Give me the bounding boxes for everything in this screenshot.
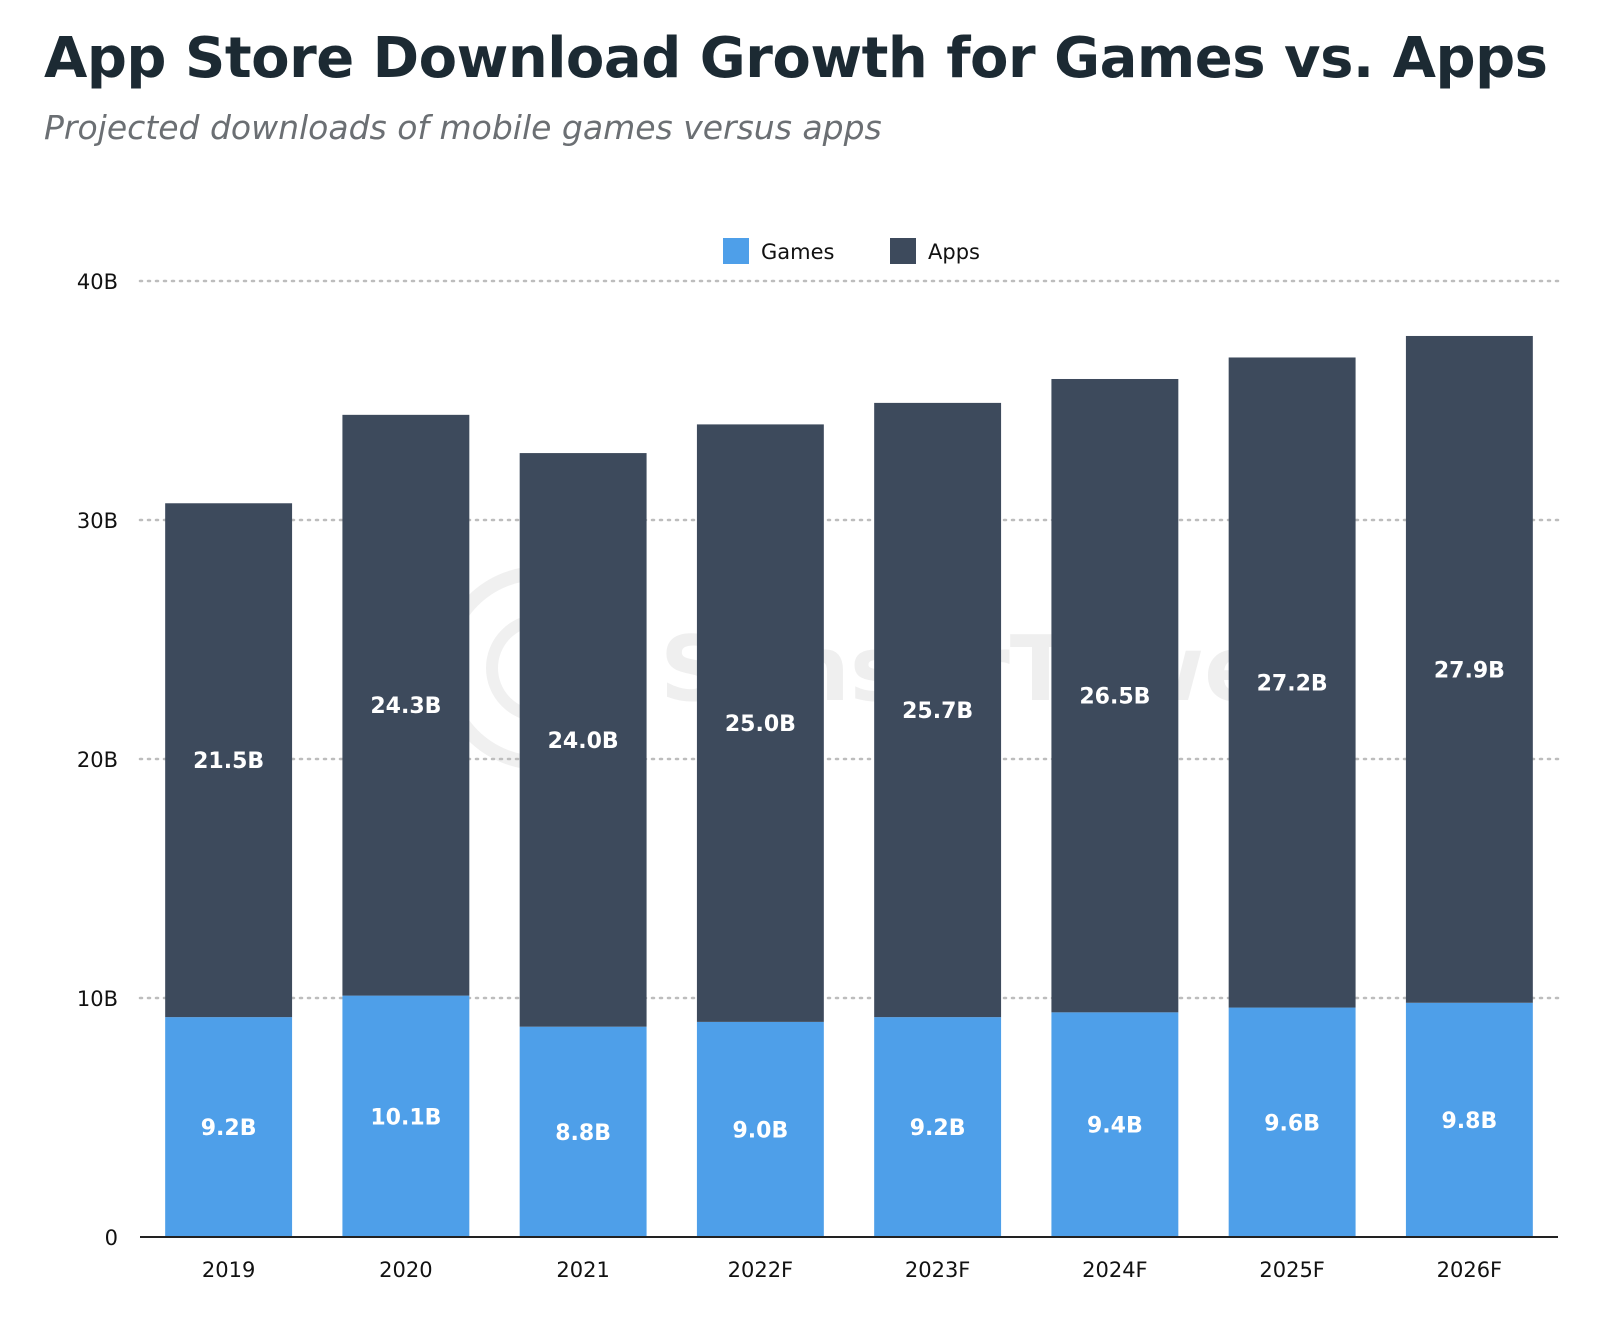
x-tick-label: 2022F	[728, 1258, 794, 1282]
data-label-apps: 26.5B	[1079, 685, 1150, 710]
bar-apps-2022F	[696, 424, 824, 1022]
chart-title: App Store Download Growth for Games vs. …	[44, 26, 1548, 91]
bar-apps-2023F	[874, 402, 1002, 1018]
legend-item-games[interactable]: Games	[723, 238, 834, 264]
y-tick-label: 40B	[77, 270, 118, 294]
data-label-games: 8.8B	[555, 1121, 611, 1146]
bar-apps-2024F	[1051, 378, 1179, 1013]
y-tick-label: 20B	[77, 748, 118, 772]
data-label-apps: 27.9B	[1434, 658, 1505, 683]
x-tick-label: 2024F	[1082, 1258, 1148, 1282]
data-label-games: 9.6B	[1264, 1111, 1320, 1136]
legend-item-apps[interactable]: Apps	[890, 238, 980, 264]
y-tick-label: 0	[105, 1226, 118, 1250]
data-label-apps: 21.5B	[193, 749, 264, 774]
bar-games-2023F	[874, 1017, 1002, 1237]
x-tick-label: 2025F	[1259, 1258, 1325, 1282]
legend-swatch	[890, 238, 916, 264]
data-label-apps: 25.0B	[725, 712, 796, 737]
data-label-games: 9.0B	[733, 1118, 789, 1143]
legend-label: Apps	[928, 240, 980, 264]
data-label-apps: 27.2B	[1257, 672, 1328, 697]
bar-games-2022F	[696, 1021, 824, 1237]
bar-games-2019	[165, 1017, 293, 1237]
y-tick-label: 30B	[77, 509, 118, 533]
bar-games-2026F	[1405, 1002, 1533, 1237]
legend-label: Games	[761, 240, 834, 264]
x-tick-label: 2023F	[905, 1258, 971, 1282]
bar-games-2021	[519, 1026, 647, 1237]
bar-games-2024F	[1051, 1012, 1179, 1237]
legend-swatch	[723, 238, 749, 264]
chart-subtitle: Projected downloads of mobile games vers…	[44, 108, 882, 147]
x-tick-label: 2026F	[1437, 1258, 1503, 1282]
bar-apps-2020	[342, 414, 470, 996]
bar-games-2025F	[1228, 1007, 1356, 1237]
x-tick-label: 2021	[556, 1258, 609, 1282]
bar-apps-2021	[519, 453, 647, 1027]
x-tick-label: 2020	[379, 1258, 432, 1282]
y-tick-label: 10B	[77, 987, 118, 1011]
data-label-games: 10.1B	[370, 1105, 441, 1130]
data-label-games: 9.2B	[201, 1116, 257, 1141]
bar-apps-2026F	[1405, 335, 1533, 1003]
data-label-games: 9.2B	[910, 1116, 966, 1141]
x-tick-label: 2019	[202, 1258, 255, 1282]
data-label-apps: 25.7B	[902, 699, 973, 724]
bar-apps-2019	[165, 503, 293, 1018]
bar-games-2020	[342, 995, 470, 1237]
data-label-games: 9.4B	[1087, 1114, 1143, 1139]
data-label-games: 9.8B	[1442, 1109, 1498, 1134]
data-label-apps: 24.0B	[548, 729, 619, 754]
data-label-apps: 24.3B	[370, 694, 441, 719]
bar-apps-2025F	[1228, 357, 1356, 1008]
